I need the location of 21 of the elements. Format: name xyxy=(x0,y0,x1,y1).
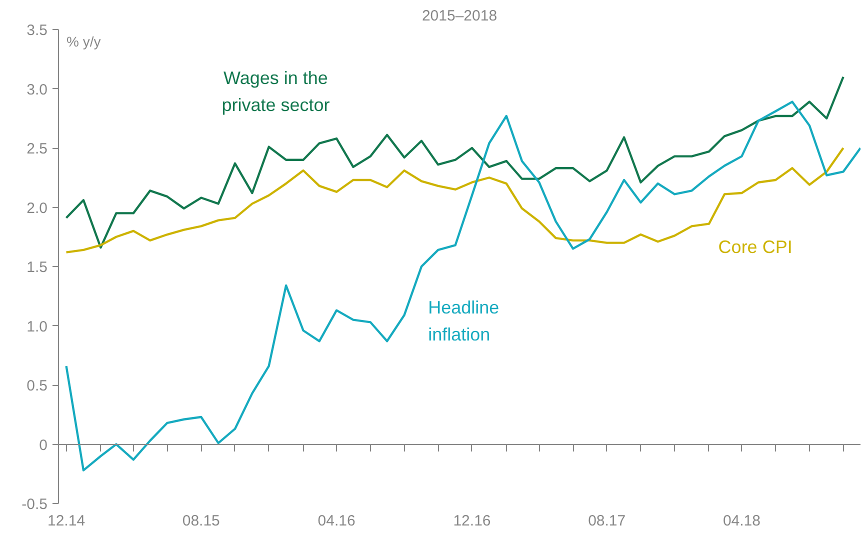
line-series xyxy=(65,146,844,254)
x-tick-label: 08.15 xyxy=(182,512,220,530)
x-tick-label: 12.14 xyxy=(48,512,86,530)
y-tick-label: 1.0 xyxy=(26,318,48,336)
series-label: Wages in the private sector xyxy=(222,68,330,115)
y-tick-label: -0.5 xyxy=(22,496,48,513)
y-axis-title: % y/y xyxy=(66,34,101,50)
y-tick-label: 0.5 xyxy=(26,378,48,394)
x-tick-label: 04.16 xyxy=(318,512,356,530)
x-tick-label: 04.18 xyxy=(722,512,761,530)
y-tick-label: 2.0 xyxy=(26,200,48,217)
y-tick-label: 3.5 xyxy=(26,22,48,39)
y-tick-label: 1.5 xyxy=(26,259,48,276)
chart-title: 2015–2018 xyxy=(422,8,498,24)
series-label: Core CPI xyxy=(718,237,792,258)
y-tick-label: 3.0 xyxy=(26,81,48,98)
x-tick-label: 08.17 xyxy=(588,512,626,530)
x-tick-label: 12.16 xyxy=(453,512,491,530)
y-tick-label: 2.5 xyxy=(26,140,48,158)
y-tick-label: 0 xyxy=(39,436,48,454)
series-label: Headline inflation xyxy=(428,298,500,345)
